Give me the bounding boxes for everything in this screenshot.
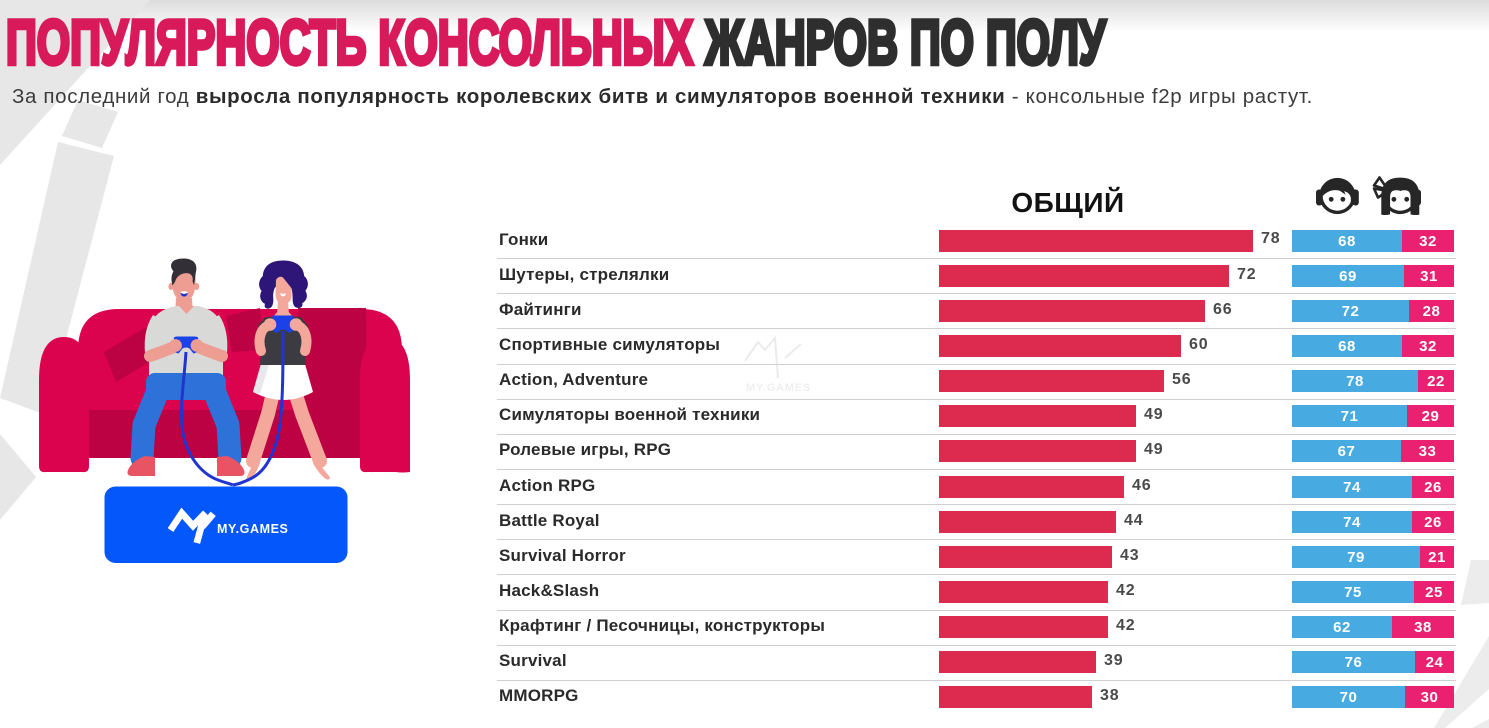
- svg-text:MY.GAMES: MY.GAMES: [217, 522, 288, 536]
- svg-text:MY.GAMES: MY.GAMES: [746, 382, 811, 394]
